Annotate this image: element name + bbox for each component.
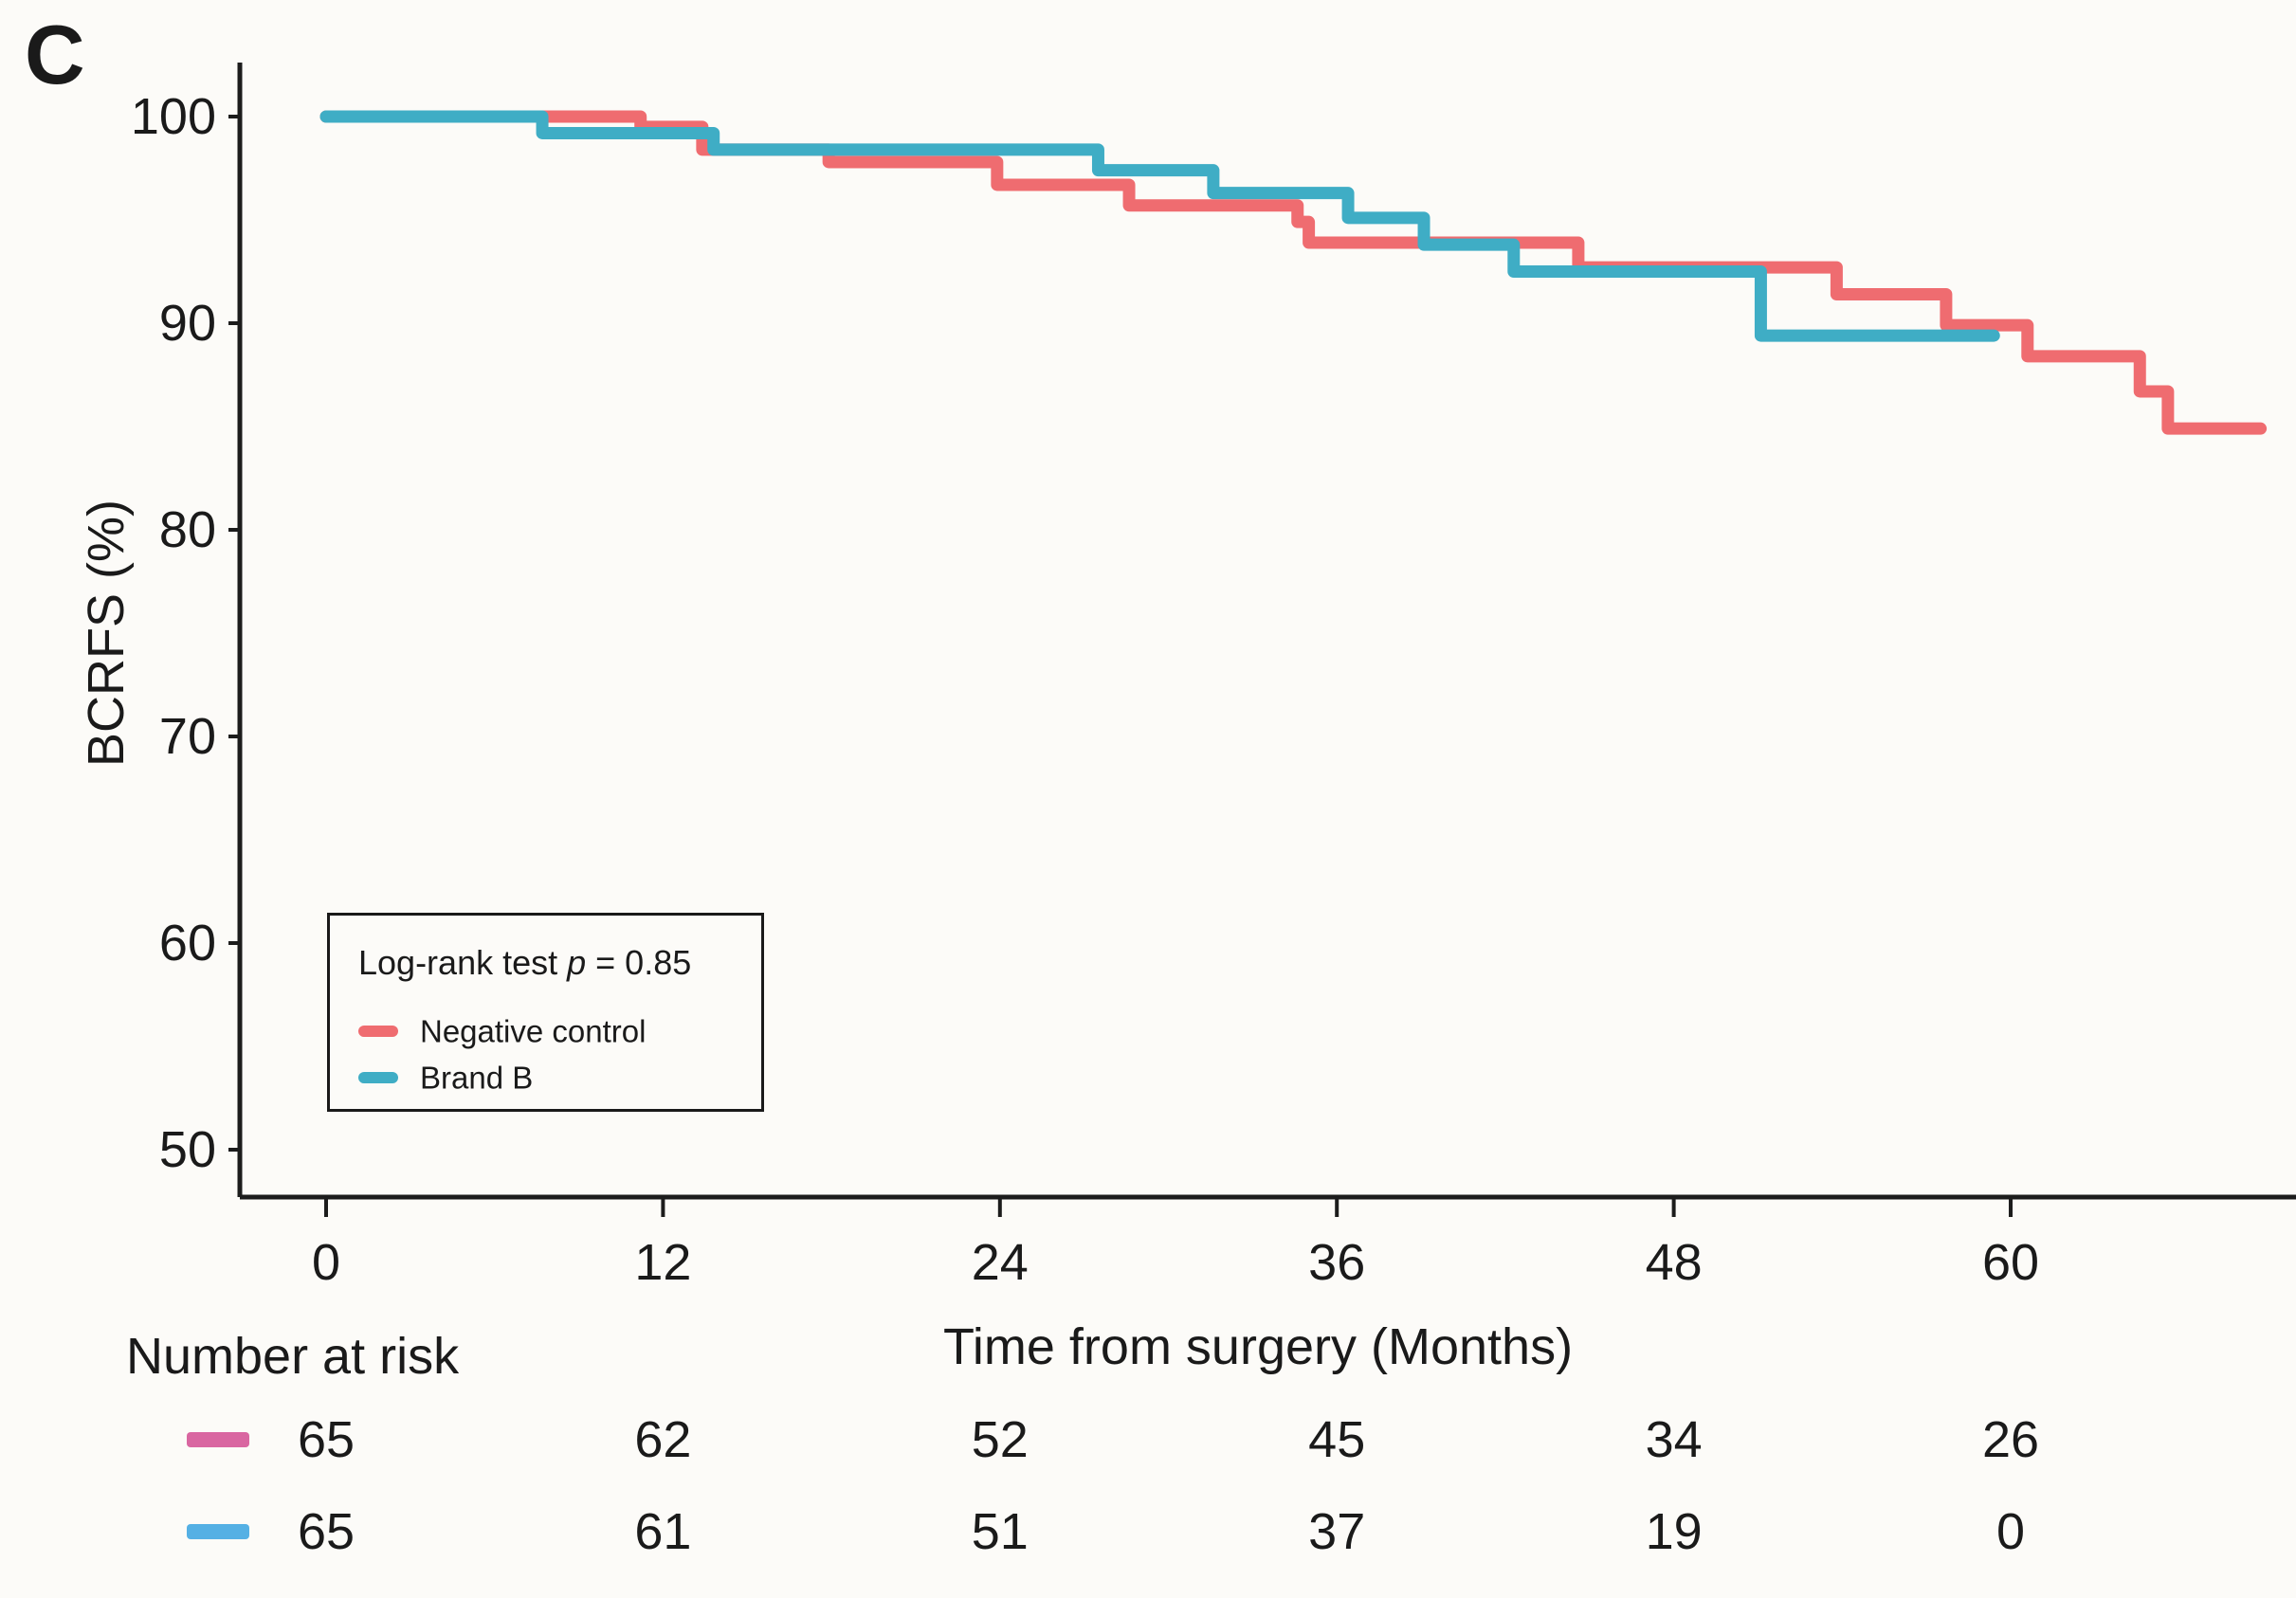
logrank-stat-prefix: Log-rank test: [358, 943, 568, 982]
km-curve-brand-b: [319, 110, 2000, 342]
x-tick-label: 24: [971, 1234, 1029, 1291]
risk-count: 52: [971, 1411, 1029, 1468]
logrank-stat-value: = 0.85: [586, 943, 692, 982]
y-tick-label: 50: [158, 1121, 216, 1178]
x-tick-label: 12: [634, 1234, 692, 1291]
risk-count: 26: [1981, 1411, 2040, 1468]
risk-table-title: Number at risk: [126, 1328, 460, 1385]
x-axis-label: Time from surgery (Months): [942, 1318, 1574, 1375]
y-tick-label: 80: [158, 501, 216, 558]
logrank-stat-text: Log-rank test p = 0.85: [358, 946, 691, 980]
km-curve-negative-control: [319, 110, 2268, 435]
risk-count: 34: [1645, 1411, 1703, 1468]
x-tick-label: 48: [1645, 1234, 1703, 1291]
legend-box: Log-rank test p = 0.85 Negative control …: [327, 913, 764, 1112]
p-symbol: p: [567, 943, 587, 982]
brand-b-line-swatch: [358, 1072, 398, 1083]
legend-item-label: Negative control: [420, 1013, 647, 1049]
risk-count: 37: [1308, 1503, 1366, 1560]
x-tick-label: 60: [1981, 1234, 2040, 1291]
risk-count: 62: [634, 1411, 692, 1468]
risk-count: 65: [297, 1411, 355, 1468]
y-axis-label: BCRFS (%): [78, 499, 135, 767]
risk-count: 65: [297, 1503, 355, 1560]
legend-item-label: Brand B: [420, 1060, 534, 1096]
risk-count: 45: [1308, 1411, 1366, 1468]
y-tick-label: 70: [158, 708, 216, 765]
y-tick-label: 90: [158, 295, 216, 352]
panel-label: C: [25, 8, 85, 101]
brand-b-marker-swatch: [187, 1524, 249, 1539]
y-tick-label: 100: [130, 88, 216, 145]
risk-count: 51: [971, 1503, 1029, 1560]
negative-control-line-swatch: [358, 1026, 398, 1037]
x-tick-label: 0: [311, 1234, 341, 1291]
x-tick-label: 36: [1308, 1234, 1366, 1291]
risk-count: 19: [1645, 1503, 1703, 1560]
y-tick-label: 60: [158, 915, 216, 972]
risk-count: 0: [1995, 1503, 2026, 1560]
negative-control-marker-swatch: [187, 1432, 249, 1447]
risk-count: 61: [634, 1503, 692, 1560]
